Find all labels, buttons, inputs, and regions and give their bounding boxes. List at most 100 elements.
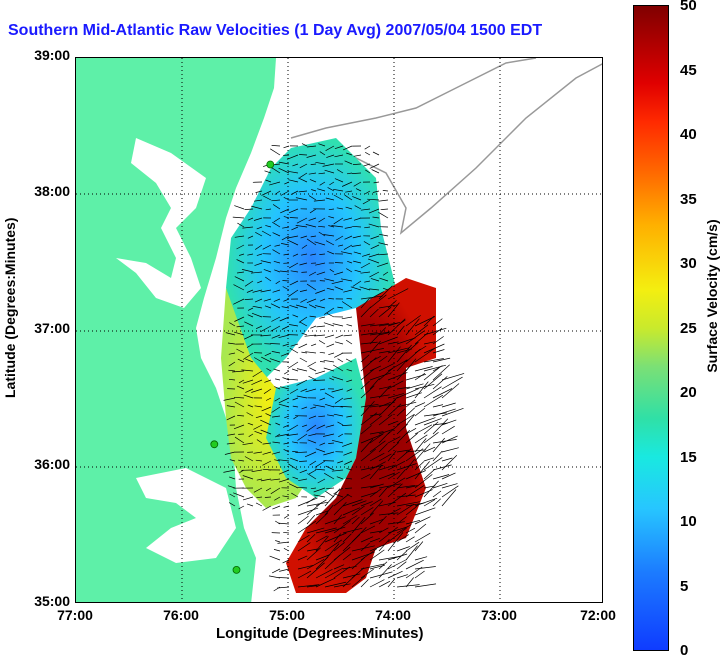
velocity-arrow — [364, 145, 371, 150]
velocity-arrow — [346, 324, 353, 327]
bathymetry-contour — [290, 58, 537, 139]
velocity-arrow — [351, 172, 362, 174]
velocity-arrow — [396, 401, 417, 408]
velocity-arrow — [326, 154, 335, 158]
velocity-arrow — [306, 548, 318, 552]
velocity-arrow — [423, 327, 447, 336]
velocity-arrow — [274, 496, 281, 501]
velocity-arrow — [378, 515, 387, 525]
velocity-arrow — [378, 350, 391, 354]
velocity-arrow — [369, 579, 385, 588]
velocity-arrow — [346, 369, 353, 372]
velocity-arrow — [247, 422, 254, 426]
velocity-arrow — [337, 358, 344, 363]
velocity-arrow — [414, 570, 425, 579]
velocity-arrow — [345, 190, 353, 193]
velocity-arrow — [369, 530, 382, 534]
velocity-arrow — [333, 271, 344, 276]
velocity-arrow — [286, 235, 299, 239]
velocity-arrow — [242, 475, 254, 480]
velocity-arrow — [315, 289, 326, 294]
velocity-arrow — [324, 334, 335, 339]
velocity-arrow — [324, 554, 341, 570]
velocity-arrow — [387, 347, 410, 354]
velocity-arrow — [337, 306, 344, 309]
velocity-arrow — [241, 369, 254, 372]
velocity-arrow — [378, 527, 389, 534]
velocity-arrow — [323, 359, 335, 363]
velocity-arrow — [315, 554, 331, 561]
velocity-arrow — [360, 368, 375, 381]
velocity-arrow — [273, 368, 281, 372]
velocity-arrow — [363, 241, 371, 246]
velocity-arrow — [405, 485, 425, 498]
velocity-arrow — [343, 397, 353, 400]
velocity-arrow — [244, 456, 254, 462]
velocity-arrow — [306, 283, 317, 291]
velocity-field-low — [226, 138, 396, 378]
colorbar-tick: 25 — [680, 320, 697, 337]
velocity-arrow — [396, 546, 410, 552]
velocity-arrow — [323, 367, 335, 372]
velocity-arrow — [278, 577, 290, 579]
velocity-arrow — [387, 300, 397, 309]
velocity-arrow — [387, 492, 407, 507]
velocity-arrow — [300, 298, 308, 303]
velocity-arrow — [360, 208, 371, 211]
velocity-arrow — [326, 287, 335, 291]
velocity-arrow — [315, 535, 329, 552]
velocity-arrow — [329, 181, 335, 186]
velocity-arrow — [314, 241, 326, 246]
velocity-arrow — [378, 580, 391, 588]
velocity-arrow — [297, 584, 320, 588]
velocity-arrow — [260, 478, 272, 482]
velocity-arrow — [360, 262, 371, 269]
velocity-arrow — [297, 534, 310, 543]
velocity-arrow — [369, 308, 379, 318]
velocity-arrow — [387, 521, 405, 525]
velocity-arrow — [351, 516, 360, 525]
velocity-arrow — [308, 217, 317, 221]
velocity-arrow — [318, 143, 326, 147]
map-plot-area[interactable] — [75, 57, 603, 603]
velocity-arrow — [324, 504, 334, 516]
velocity-arrow — [290, 270, 299, 273]
velocity-arrow — [319, 298, 326, 302]
velocity-arrow — [370, 235, 380, 240]
velocity-arrow — [336, 207, 344, 210]
velocity-arrow — [306, 562, 325, 579]
velocity-arrow — [274, 459, 281, 462]
velocity-arrow — [396, 501, 420, 507]
velocity-arrow — [297, 564, 314, 570]
velocity-arrow — [288, 289, 299, 297]
velocity-arrow — [340, 251, 353, 255]
velocity-arrow — [281, 306, 290, 309]
colorbar-tick: 5 — [680, 578, 689, 595]
velocity-arrow — [293, 415, 299, 420]
chart-title: Southern Mid-Atlantic Raw Velocities (1 … — [8, 22, 543, 39]
velocity-arrow — [315, 527, 337, 534]
velocity-arrow — [308, 375, 317, 381]
velocity-arrow — [282, 495, 290, 498]
velocity-arrow — [365, 151, 371, 156]
velocity-arrow — [405, 399, 416, 408]
velocity-arrow — [319, 316, 326, 319]
velocity-arrow — [315, 370, 326, 375]
velocity-arrow — [414, 417, 436, 426]
velocity-arrow — [272, 204, 281, 210]
velocity-arrow — [244, 298, 254, 300]
velocity-arrow — [378, 483, 401, 489]
velocity-arrow — [396, 388, 419, 399]
velocity-arrow — [255, 190, 263, 193]
velocity-arrow — [378, 304, 399, 309]
velocity-arrow — [333, 217, 344, 225]
velocity-arrow — [396, 448, 412, 462]
velocity-arrow — [345, 358, 353, 363]
velocity-arrow — [378, 399, 397, 417]
velocity-arrow — [245, 388, 254, 393]
velocity-arrow — [328, 208, 335, 211]
velocity-arrow — [310, 487, 317, 490]
velocity-arrow — [289, 324, 299, 327]
velocity-arrow — [382, 287, 389, 291]
velocity-arrow — [342, 145, 353, 151]
